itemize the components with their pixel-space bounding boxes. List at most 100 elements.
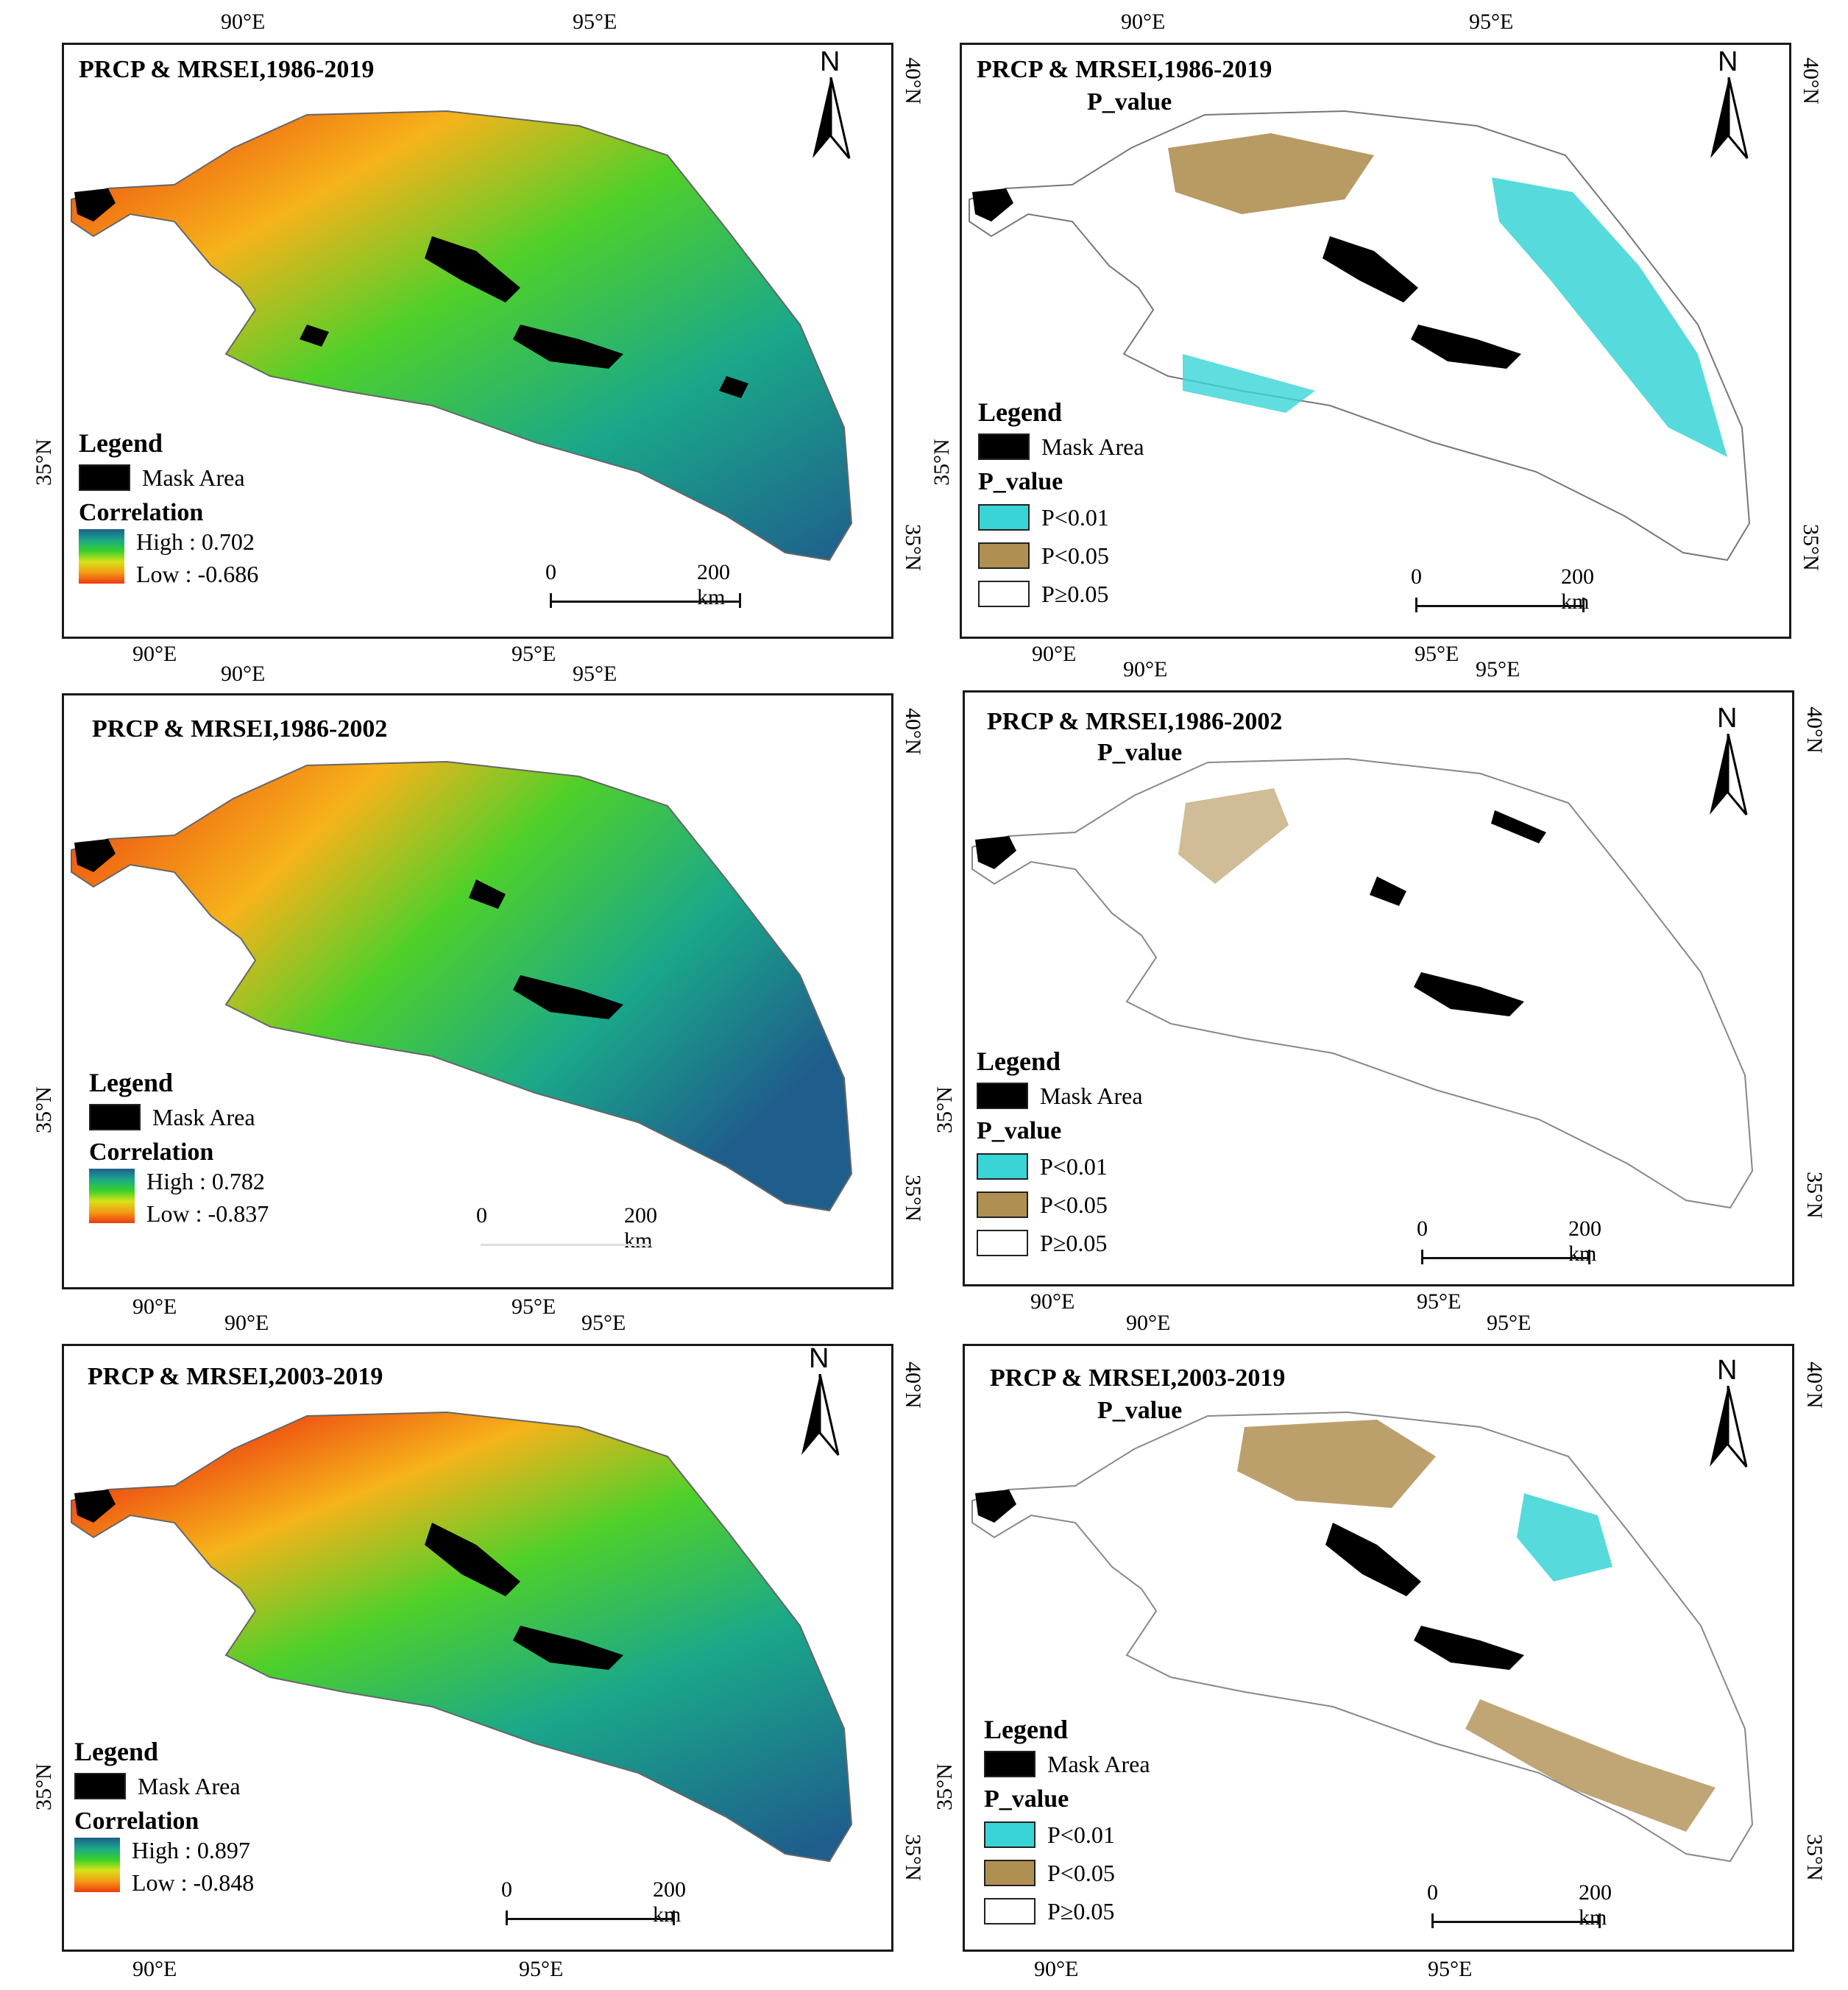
lat-label-left-35: 35°N <box>932 1763 957 1810</box>
lat-label-right-40: 40°N <box>901 57 925 105</box>
legend-high: High : 0.897 <box>132 1837 250 1863</box>
pge005-swatch <box>977 1230 1028 1256</box>
lat-label-right-40: 40°N <box>1802 707 1827 754</box>
lon-label-top-95: 95°E <box>1476 657 1520 681</box>
lat-label-left-35: 35°N <box>32 1086 56 1133</box>
p001-label: P<0.01 <box>1047 1821 1115 1848</box>
map-panel-2003-2019-pvalue: 90°E 95°E N PRCP & MRSEI,2003-2019 P_val… <box>924 1303 1848 1990</box>
pge005-label: P≥0.05 <box>1047 1897 1115 1925</box>
study-region <box>71 760 853 1212</box>
map-title: PRCP & MRSEI,1986-2019 <box>977 56 1272 83</box>
mask-area-shape <box>1414 972 1524 1016</box>
map-frame: N PRCP & MRSEI,2003-2019 P_value Legend … <box>963 1344 1794 1952</box>
mask-area-shape <box>1414 1626 1524 1670</box>
legend-high: High : 0.702 <box>136 528 255 555</box>
mask-area-shape <box>74 839 116 872</box>
map-title: PRCP & MRSEI,1986-2002 <box>92 715 388 743</box>
lon-label-top-90: 90°E <box>224 1311 269 1335</box>
p005-swatch <box>977 1191 1028 1218</box>
mask-area-shape <box>513 975 623 1019</box>
study-region <box>971 757 1754 1209</box>
map-frame: PRCP & MRSEI,1986-2002 Legend Mask Area … <box>62 693 893 1289</box>
mask-area-shape <box>513 1626 623 1670</box>
mask-area-swatch <box>89 1104 141 1130</box>
mask-area-shape <box>74 1490 116 1523</box>
lon-label-bottom-90: 90°E <box>1034 1957 1079 1981</box>
mask-area-swatch <box>79 464 130 491</box>
lon-label-top-90: 90°E <box>1123 657 1168 681</box>
map-panel-1986-2002-correlation: 90°E 95°E PRCP & MRSEI,1986-2002 Legend … <box>0 648 925 1319</box>
correlation-map <box>71 760 853 1212</box>
mask-area-shape <box>1411 325 1521 369</box>
lon-label-bottom-95: 95°E <box>511 1295 556 1319</box>
lon-label-top-90: 90°E <box>221 10 266 34</box>
p001-swatch <box>977 1153 1028 1180</box>
map-panel-1986-2002-pvalue: 90°E 95°E N PRCP & MRSEI,1986-2002 P_val… <box>924 648 1848 1314</box>
map-frame: N PRCP & MRSEI,1986-2019 P_value Legend … <box>960 43 1791 639</box>
mask-area-swatch <box>977 1083 1028 1109</box>
map-frame: N PRCP & MRSEI,1986-2002 P_value Legend … <box>963 690 1794 1286</box>
lon-label-bottom-95: 95°E <box>1415 642 1459 666</box>
lon-label-top-95: 95°E <box>573 662 617 686</box>
lat-label-left-35: 35°N <box>930 439 954 486</box>
lon-label-top-95: 95°E <box>581 1311 626 1335</box>
mask-area-shape <box>975 836 1016 869</box>
legend: Legend Mask Area Correlation High : 0.78… <box>89 1067 269 1226</box>
lon-label-top-90: 90°E <box>1126 1311 1171 1335</box>
lat-label-left-35: 35°N <box>32 439 56 486</box>
pge005-label: P≥0.05 <box>1040 1229 1108 1256</box>
pge005-swatch <box>978 581 1030 607</box>
lon-label-bottom-90: 90°E <box>1030 1289 1075 1314</box>
north-arrow: N <box>1702 46 1760 161</box>
p001-zone <box>1183 354 1315 413</box>
lat-label-right-40: 40°N <box>901 1362 925 1409</box>
mask-area-label: Mask Area <box>1041 433 1144 460</box>
correlation-map <box>71 110 853 562</box>
scale-bar: 0 200 km <box>545 560 741 619</box>
north-arrow: N <box>804 46 863 161</box>
mask-area-label: Mask Area <box>1040 1082 1143 1109</box>
mask-area-shape <box>425 1523 520 1596</box>
map-frame: N PRCP & MRSEI,2003-2019 Legend Mask Are… <box>62 1343 893 1952</box>
p001-swatch <box>978 504 1030 531</box>
mask-area-label: Mask Area <box>142 464 245 491</box>
lat-label-left-35: 35°N <box>32 1763 56 1810</box>
lon-label-bottom-90: 90°E <box>132 642 177 666</box>
map-subtitle: P_value <box>1087 88 1172 116</box>
lon-label-bottom-95: 95°E <box>1428 1957 1473 1981</box>
map-title: PRCP & MRSEI,1986-2002 <box>987 708 1283 735</box>
legend: Legend Mask Area P_value P<0.01 P<0.05 P… <box>977 1046 1143 1262</box>
legend-heading: Legend <box>74 1737 159 1766</box>
p005-swatch <box>978 542 1030 569</box>
correlation-ramp <box>89 1169 135 1223</box>
scale-bar: 0 200 km <box>476 1203 657 1253</box>
lat-label-right-40: 40°N <box>901 708 925 755</box>
lat-label-right-35: 35°N <box>901 1175 925 1222</box>
north-arrow: N <box>1701 1355 1760 1470</box>
lat-label-right-35: 35°N <box>901 1834 925 1881</box>
p001-zone <box>1517 1493 1612 1582</box>
legend-section: Correlation <box>79 499 204 526</box>
legend-low: Low : -0.848 <box>132 1869 255 1896</box>
legend-heading: Legend <box>977 1047 1061 1076</box>
mask-area-shape <box>1491 810 1546 843</box>
p001-label: P<0.01 <box>1040 1152 1108 1180</box>
map-title: PRCP & MRSEI,1986-2019 <box>79 56 375 83</box>
pge005-swatch <box>984 1898 1035 1925</box>
legend: Legend Mask Area P_value P<0.01 P<0.05 P… <box>984 1714 1150 1930</box>
map-subtitle: P_value <box>1097 1397 1183 1424</box>
lon-label-top-95: 95°E <box>1487 1311 1532 1335</box>
pvalue-map <box>971 1411 1754 1863</box>
lon-label-top-95: 95°E <box>1469 10 1514 34</box>
mask-area-shape <box>1370 877 1406 906</box>
legend-heading: Legend <box>89 1068 174 1097</box>
mask-area-shape <box>972 188 1013 222</box>
mask-area-shape <box>719 376 748 398</box>
lon-label-bottom-95: 95°E <box>511 642 556 666</box>
correlation-ramp <box>79 529 124 584</box>
pvalue-map <box>969 110 1751 562</box>
legend: Legend Mask Area Correlation High : 0.89… <box>74 1736 254 1895</box>
p005-zone <box>1237 1420 1436 1508</box>
study-region <box>71 1411 853 1863</box>
map-panel-1986-2019-pvalue: 90°E 95°E N PRCP & MRSEI,1986-2019 P_val… <box>924 0 1848 666</box>
